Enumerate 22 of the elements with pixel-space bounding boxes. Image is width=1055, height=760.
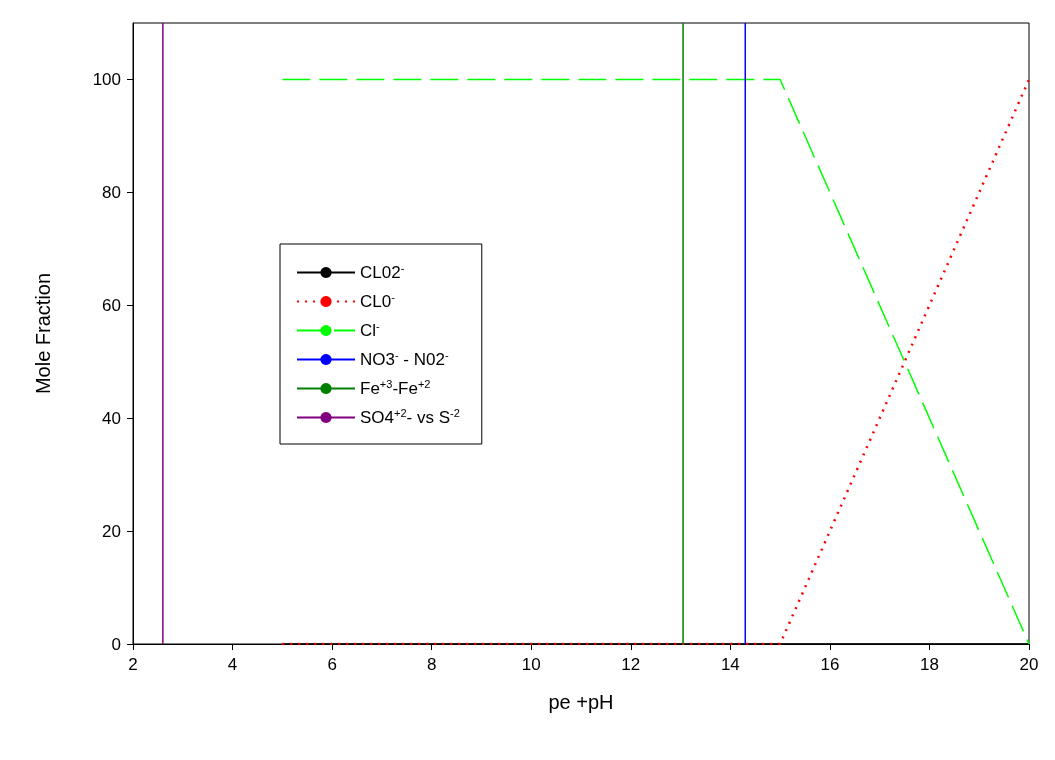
x-tick-label: 2 — [128, 655, 138, 674]
x-tick-label: 4 — [227, 655, 238, 674]
legend-label: CL02- — [360, 261, 405, 282]
x-tick-label: 14 — [720, 655, 740, 674]
x-tick-label: 20 — [1019, 655, 1039, 674]
y-axis-title: Mole Fraction — [32, 272, 54, 395]
y-tick-label: 40 — [102, 408, 121, 428]
y-tick-label: 60 — [102, 295, 121, 315]
x-axis-title: pe +pH — [548, 691, 614, 713]
y-tick-label: 0 — [111, 634, 121, 654]
legend-label: NO3- - N02- — [360, 348, 449, 369]
y-tick-label: 20 — [102, 521, 121, 541]
x-tick-label: 6 — [327, 655, 337, 674]
x-tick-label: 8 — [426, 655, 437, 674]
y-tick-label: 100 — [92, 69, 121, 89]
legend-label: Cl- — [360, 319, 381, 340]
legend-label: CL0- — [360, 290, 396, 311]
x-tick-label: 10 — [521, 655, 541, 674]
y-tick-label: 80 — [102, 182, 121, 202]
x-tick-label: 18 — [919, 655, 939, 674]
x-tick-label: 16 — [820, 655, 840, 674]
x-tick-label: 12 — [621, 655, 641, 674]
